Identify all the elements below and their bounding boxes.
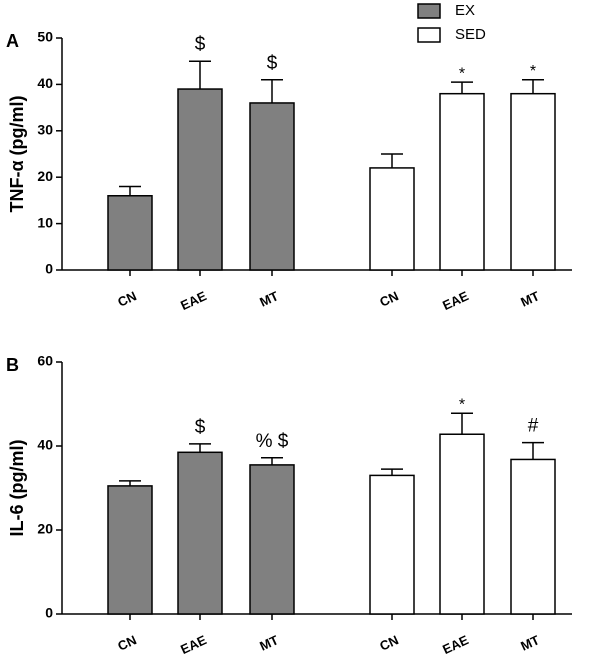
x-tick-label: MT	[518, 632, 541, 654]
annotation: #	[528, 416, 539, 437]
x-tick-label: CN	[115, 632, 138, 654]
x-tick-label: MT	[257, 632, 280, 654]
y-tick-label: 20	[37, 521, 53, 537]
legend-swatch	[417, 3, 441, 19]
bar	[249, 464, 295, 615]
x-tick-label: MT	[257, 288, 280, 310]
y-tick-label: 0	[45, 605, 53, 621]
bar	[439, 433, 485, 615]
bar	[369, 167, 415, 271]
bar	[439, 92, 485, 271]
y-axis-title: TNF-α (pg/ml)	[7, 95, 27, 212]
y-axis-title: IL-6 (pg/ml)	[7, 440, 27, 537]
x-tick-label: EAE	[440, 288, 471, 313]
legend-label: EX	[455, 2, 475, 19]
annotation: $	[267, 53, 278, 74]
bar	[510, 458, 556, 615]
bar	[510, 92, 556, 271]
y-tick-label: 0	[45, 261, 53, 277]
annotation: *	[459, 396, 465, 413]
annotation: $	[195, 34, 206, 55]
x-tick-label: EAE	[178, 632, 209, 657]
x-tick-label: CN	[377, 632, 400, 654]
bar	[177, 88, 223, 271]
y-tick-label: 50	[37, 29, 53, 45]
y-tick-label: 40	[37, 75, 53, 91]
annotation: $	[195, 417, 206, 438]
y-tick-label: 20	[37, 168, 53, 184]
x-tick-label: CN	[115, 288, 138, 310]
annotation: % $	[256, 431, 289, 452]
y-tick-label: 60	[37, 353, 53, 369]
y-tick-label: 10	[37, 214, 53, 230]
x-tick-label: MT	[518, 288, 541, 310]
y-tick-label: 40	[37, 437, 53, 453]
annotation: *	[459, 65, 465, 82]
x-tick-label: EAE	[178, 288, 209, 313]
bar	[177, 451, 223, 615]
y-tick-label: 30	[37, 122, 53, 138]
panel-label: A	[6, 31, 19, 51]
annotation: *	[530, 63, 536, 80]
bar	[107, 485, 153, 615]
x-tick-label: EAE	[440, 632, 471, 657]
legend-label: SED	[455, 26, 486, 43]
legend-swatch	[417, 27, 441, 43]
panel-label: B	[6, 355, 19, 375]
bar	[369, 474, 415, 615]
bar	[107, 195, 153, 271]
bar	[249, 102, 295, 271]
x-tick-label: CN	[377, 288, 400, 310]
